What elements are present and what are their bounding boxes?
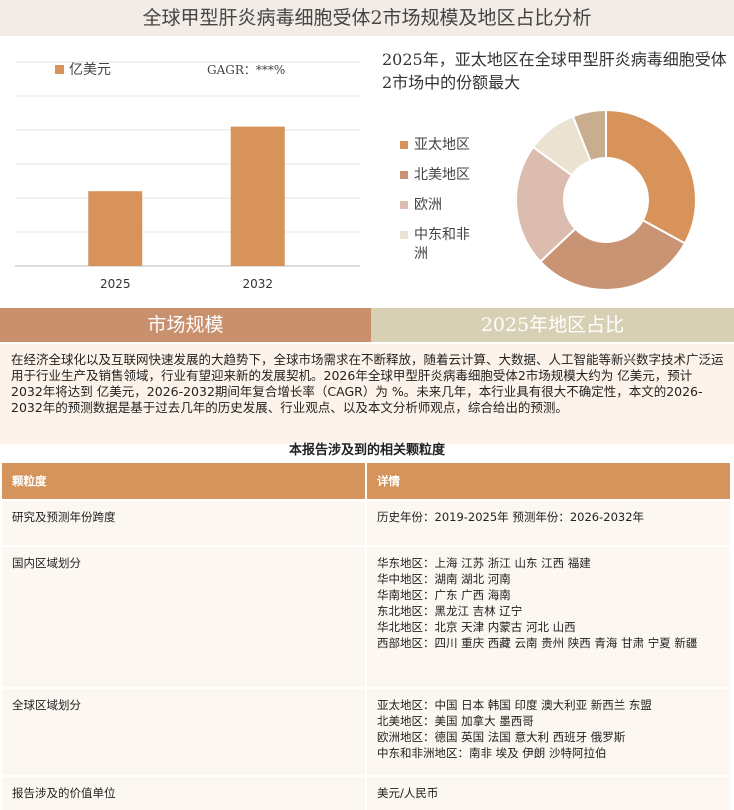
table-cell-line: 北美地区：美国 加拿大 墨西哥	[377, 714, 534, 728]
pie-slice	[515, 145, 577, 264]
table-row: 全球区域划分 亚太地区：中国 日本 韩国 印度 澳大利亚 新西兰 东盟 北美地区：美…	[2, 689, 730, 775]
legend-swatch	[400, 201, 408, 209]
table-cell-line: 华中地区：湖南 湖北 河南	[377, 572, 511, 586]
table-cell: 亚太地区：中国 日本 韩国 印度 澳大利亚 新西兰 东盟 北美地区：美国 加拿大 …	[367, 689, 730, 775]
table-cell-line: 西部地区：四川 重庆 西藏 云南 贵州 陕西 青海 甘肃 宁夏 新疆	[377, 636, 698, 650]
table-cell: 历史年份：2019-2025年 预测年份：2026-2032年	[367, 501, 730, 545]
table-cell-line: 华东地区：上海 江苏 浙江 山东 江西 福建	[377, 556, 591, 570]
legend-item: 亚太地区	[400, 136, 482, 155]
table-cell: 国内区域划分	[2, 547, 365, 687]
table-cell: 报告涉及的价值单位	[2, 777, 365, 810]
table-cell: 华东地区：上海 江苏 浙江 山东 江西 福建 华中地区：湖南 湖北 河南 华南地区：…	[367, 547, 730, 687]
legend-swatch	[400, 171, 408, 179]
page-title: 全球甲型肝炎病毒细胞受体2市场规模及地区占比分析	[0, 0, 734, 36]
table-cell-line: 欧洲地区：德国 英国 法国 意大利 西班牙 俄罗斯	[377, 730, 626, 744]
legend-swatch	[400, 141, 408, 149]
table-cell: 美元/人民币	[367, 777, 730, 810]
table-header: 详情	[367, 463, 730, 499]
bar	[230, 126, 285, 266]
table-cell-line: 华南地区：广东 广西 海南	[377, 588, 511, 602]
table: 颗粒度 详情 研究及预测年份跨度 历史年份：2019-2025年 预测年份：2026-…	[0, 461, 732, 810]
table-cell-line: 东北地区：黑龙江 吉林 辽宁	[377, 604, 523, 618]
annotation: GAGR：***%	[207, 63, 285, 77]
legend-label: 亿美元	[69, 62, 111, 78]
table-row: 报告涉及的价值单位 美元/人民币	[2, 777, 730, 810]
paragraph: 在经济全球化以及互联网快速发展的大趋势下，全球市场需求在不断释放，随着云计算、大…	[0, 344, 734, 444]
pie-slice	[571, 108, 607, 163]
legend-swatch	[400, 231, 408, 239]
pie-slice	[538, 218, 687, 291]
legend-item: 中东和非洲	[400, 226, 482, 264]
bar	[88, 191, 143, 266]
table-cell-line: 中东和非洲地区：南非 埃及 伊朗 沙特阿拉伯	[377, 746, 607, 760]
pie-title: 2025年，亚太地区在全球甲型肝炎病毒细胞受体2市场中的份额最大	[382, 50, 727, 92]
table-cell-line: 华北地区：北京 天津 内蒙古 河北 山西	[377, 620, 576, 634]
table-cell-line: 历史年份：2019-2025年 预测年份：2026-2032年	[377, 510, 645, 524]
legend-swatch	[55, 65, 64, 74]
table-row: 国内区域划分 华东地区：上海 江苏 浙江 山东 江西 福建 华中地区：湖南 湖北 河…	[2, 547, 730, 687]
table-cell-line: 美元/人民币	[377, 786, 439, 800]
table-cell-line: 亚太地区：中国 日本 韩国 印度 澳大利亚 新西兰 东盟	[377, 698, 652, 712]
table-cell: 全球区域划分	[2, 689, 365, 775]
x-tick-label: 2032	[242, 277, 273, 291]
legend-item: 欧洲	[400, 196, 482, 215]
table-cell: 研究及预测年份跨度	[2, 501, 365, 545]
section-header: 市场规模	[0, 308, 371, 342]
section-header: 2025年地区占比	[371, 308, 734, 342]
table-header: 颗粒度	[2, 463, 365, 499]
pie-legend: 亚太地区北美地区欧洲中东和非洲	[400, 136, 490, 275]
charts: 亿美元 GAGR：***% 2025 2032	[15, 61, 697, 291]
x-tick-label: 2025	[100, 277, 131, 291]
table-row: 研究及预测年份跨度 历史年份：2019-2025年 预测年份：2026-2032年	[2, 501, 730, 545]
pie-slice	[605, 108, 697, 245]
legend-item: 北美地区	[400, 166, 482, 185]
table-title: 本报告涉及到的相关颗粒度	[288, 443, 445, 458]
